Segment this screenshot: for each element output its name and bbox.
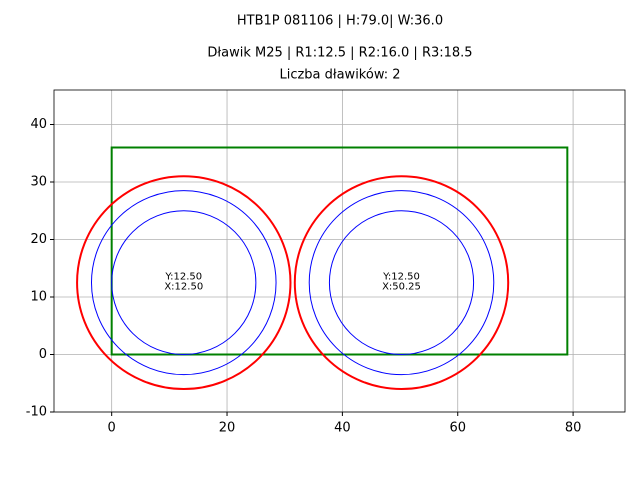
y-tick-label: 30 [30, 175, 47, 190]
axes-frame [53, 89, 626, 413]
y-tick-label: 40 [30, 117, 47, 132]
x-tick-label: 80 [565, 421, 582, 436]
center-label: X:12.50 [164, 282, 203, 293]
gland-circle [111, 210, 257, 355]
y-tick-label: 0 [39, 347, 47, 362]
gland-circle [308, 190, 495, 376]
title-line: Liczba dławików: 2 [279, 68, 400, 83]
x-tick-label: 60 [449, 421, 466, 436]
gland-circle [293, 175, 510, 390]
gland-circle [328, 210, 475, 355]
x-tick-label: 0 [108, 421, 116, 436]
center-label: Y:12.50 [164, 272, 202, 283]
y-tick-label: 10 [30, 290, 47, 305]
y-tick-label: 20 [30, 232, 47, 247]
marks: Y:12.50X:12.50Y:12.50X:50.25 [76, 146, 569, 390]
y-tick-label: -10 [26, 405, 47, 420]
title-line: Dławik M25 | R1:12.5 | R2:16.0 | R3:18.5 [207, 46, 472, 61]
gland-circle [76, 175, 292, 390]
x-tick-label: 20 [219, 421, 236, 436]
gland-circle [90, 190, 277, 376]
x-tick-label: 40 [334, 421, 351, 436]
center-label: X:50.25 [382, 282, 421, 293]
title-line: HTB1P 081106 | H:79.0| W:36.0 [237, 14, 443, 29]
enclosure [110, 146, 569, 356]
center-label: Y:12.50 [382, 272, 420, 283]
